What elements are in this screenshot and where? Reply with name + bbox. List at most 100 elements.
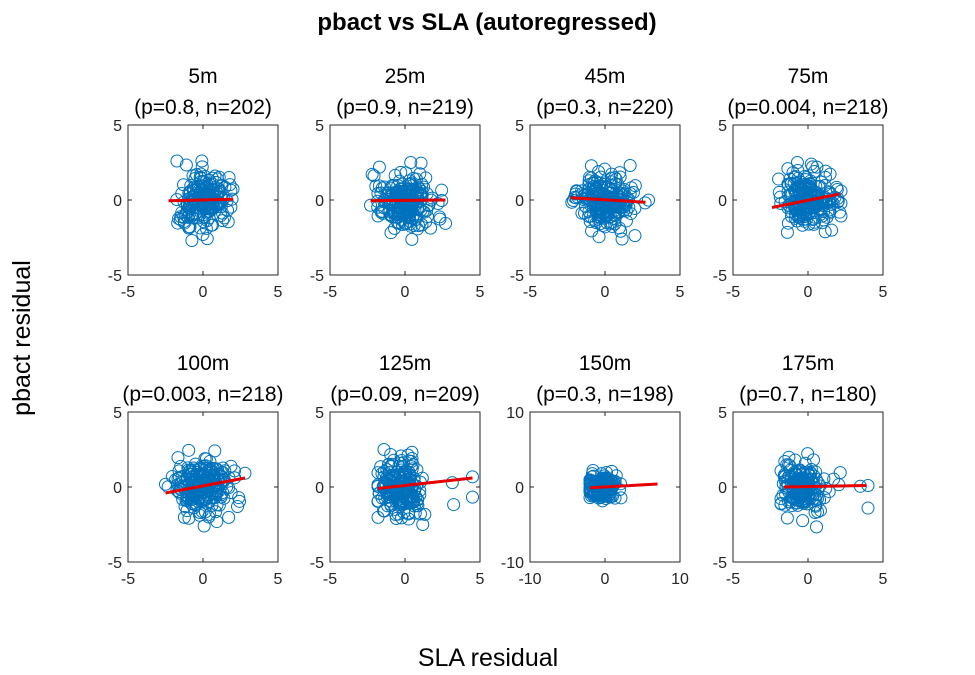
y-tick-label: 0	[113, 193, 122, 210]
scatter-point	[411, 203, 425, 217]
scatter-point	[776, 477, 790, 491]
y-tick-label: -5	[510, 268, 524, 285]
panel-100m: -5 0 5 -5 0 5 100m (p=0.003, n=218)	[108, 352, 284, 588]
y-tick-label: -5	[713, 268, 727, 285]
scatter-point	[799, 181, 813, 195]
figure-title: pbact vs SLA (autoregressed)	[317, 9, 656, 36]
scatter-point	[615, 232, 629, 246]
scatter-point	[810, 520, 824, 534]
scatter-point	[818, 225, 832, 239]
scatter-point	[400, 183, 414, 197]
scatter-point	[384, 209, 398, 223]
panel-title-stats: (p=0.003, n=218)	[122, 383, 283, 406]
scatter-point	[365, 167, 379, 181]
y-tick-label: 5	[718, 405, 727, 422]
scatter-point	[793, 464, 807, 478]
y-tick-label: 0	[718, 480, 727, 497]
y-tick-label: 0	[113, 480, 122, 497]
y-tick-label: 5	[315, 118, 324, 135]
scatter-point	[605, 464, 619, 478]
panels: -5 0 5 -5 0 5 5m (p=0.8, n=202) -5 0 5 -5 0 5 25m (p=0.…	[108, 65, 889, 588]
y-tick-label: -5	[108, 268, 122, 285]
scatter-point	[177, 178, 191, 192]
x-tick-label: 5	[274, 571, 283, 588]
scatter-point	[205, 218, 219, 232]
scatter-point	[405, 445, 419, 459]
scatter-points	[170, 154, 240, 247]
scatter-point	[395, 511, 409, 525]
scatter-point	[586, 483, 600, 497]
y-tick-label: 5	[515, 118, 524, 135]
scatter-point	[177, 510, 191, 524]
scatter-point	[378, 491, 392, 505]
scatter-point	[369, 179, 383, 193]
scatter-point	[612, 186, 626, 200]
scatter-point	[582, 209, 596, 223]
scatter-point	[416, 204, 430, 218]
panel-title-stats: (p=0.3, n=220)	[536, 96, 674, 119]
scatter-point	[811, 476, 825, 490]
panel-title-stats: (p=0.8, n=202)	[134, 96, 272, 119]
scatter-point	[199, 492, 213, 506]
panel-title-stats: (p=0.9, n=219)	[336, 96, 474, 119]
scatter-point	[193, 475, 207, 489]
panel-5m: -5 0 5 -5 0 5 5m (p=0.8, n=202)	[108, 65, 283, 301]
scatter-point	[199, 461, 213, 475]
scatter-point	[384, 226, 398, 240]
scatter-point	[583, 170, 597, 184]
scatter-point	[782, 450, 796, 464]
panel-175m: -5 0 5 -5 0 5 175m (p=0.7, n=180)	[713, 352, 888, 588]
scatter-point	[614, 491, 628, 505]
scatter-point	[371, 510, 385, 524]
scatter-point	[404, 455, 418, 469]
x-tick-label: 5	[476, 284, 485, 301]
scatter-point	[209, 505, 223, 519]
scatter-point	[418, 507, 432, 521]
scatter-point	[608, 217, 622, 231]
scatter-point	[598, 220, 612, 234]
scatter-points	[774, 447, 875, 534]
scatter-point	[198, 182, 212, 196]
scatter-point	[402, 506, 416, 520]
scatter-point	[197, 519, 211, 533]
y-tick-label: -10	[501, 555, 524, 572]
scatter-point	[182, 220, 196, 234]
scatter-point	[826, 196, 840, 210]
scatter-point	[190, 168, 204, 182]
scatter-point	[414, 156, 428, 170]
scatter-point	[222, 170, 236, 184]
scatter-point	[825, 223, 839, 237]
scatter-point	[466, 470, 479, 484]
scatter-point	[399, 192, 413, 206]
scatter-point	[780, 511, 794, 525]
regression-line	[370, 198, 446, 203]
x-tick-label: -5	[121, 284, 135, 301]
scatter-point	[613, 170, 627, 184]
panel-title-stats: (p=0.004, n=218)	[727, 96, 888, 119]
scatter-point	[174, 459, 188, 473]
x-tick-label: 5	[274, 284, 283, 301]
scatter-point	[200, 232, 214, 246]
scatter-point	[806, 160, 820, 174]
x-tick-label: 5	[676, 284, 685, 301]
scatter-point	[408, 482, 422, 496]
scatter-point	[367, 169, 381, 183]
scatter-point	[642, 193, 655, 207]
scatter-point	[624, 207, 638, 221]
scatter-point	[804, 157, 818, 171]
scatter-point	[433, 210, 447, 224]
scatter-point	[212, 498, 226, 512]
scatter-point	[780, 225, 794, 239]
scatter-point	[197, 174, 211, 188]
scatter-point	[232, 491, 246, 505]
panel-75m: -5 0 5 -5 0 5 75m (p=0.004, n=218)	[713, 65, 889, 301]
scatter-point	[628, 179, 642, 193]
scatter-point	[605, 167, 619, 181]
scatter-point	[807, 217, 821, 231]
scatter-point	[223, 178, 237, 192]
y-tick-label: 5	[315, 405, 324, 422]
scatter-point	[185, 234, 199, 247]
x-tick-label: -10	[518, 571, 541, 588]
scatter-point	[208, 487, 222, 501]
regression-line	[570, 196, 646, 204]
